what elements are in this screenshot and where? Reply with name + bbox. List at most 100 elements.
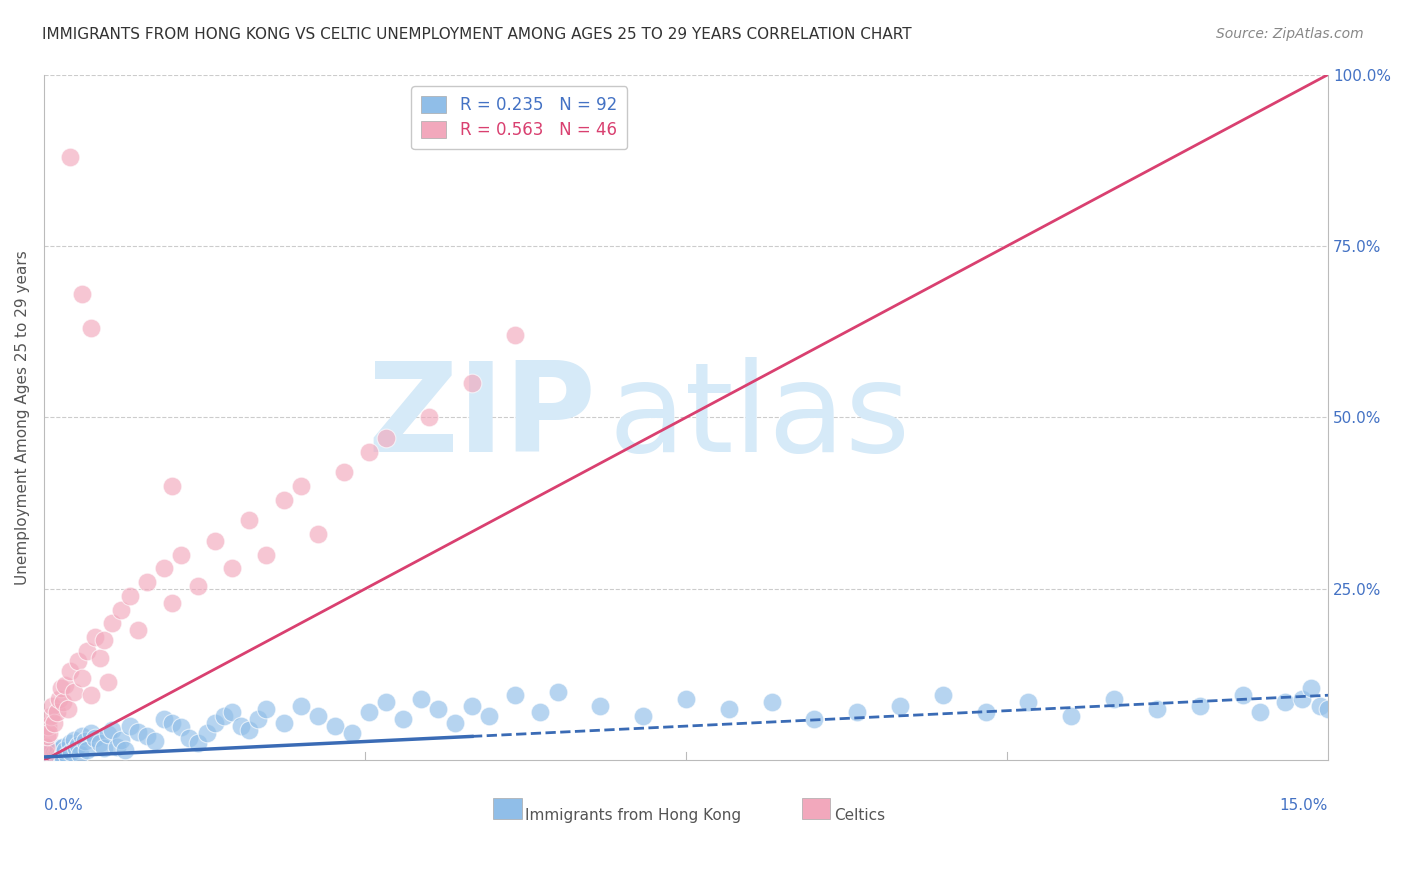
Point xyxy=(84,731,107,746)
Point xyxy=(105,739,128,754)
Point xyxy=(340,726,363,740)
Point xyxy=(221,706,243,720)
Point xyxy=(38,745,60,759)
Point xyxy=(162,596,184,610)
FancyBboxPatch shape xyxy=(801,798,830,819)
Point xyxy=(48,741,70,756)
Point xyxy=(1232,688,1254,702)
Point xyxy=(73,734,96,748)
Point xyxy=(35,739,58,754)
Point xyxy=(589,698,612,713)
Point xyxy=(238,513,260,527)
Point xyxy=(675,691,697,706)
Point xyxy=(187,578,209,592)
Point xyxy=(204,533,226,548)
Point xyxy=(359,444,381,458)
Point xyxy=(97,674,120,689)
Point xyxy=(63,732,86,747)
Point xyxy=(444,715,467,730)
Point xyxy=(461,698,484,713)
Point xyxy=(56,747,79,762)
Point xyxy=(72,671,94,685)
Text: Immigrants from Hong Kong: Immigrants from Hong Kong xyxy=(526,808,741,823)
Point xyxy=(101,616,124,631)
Point xyxy=(49,747,72,761)
Point xyxy=(72,287,94,301)
Point xyxy=(503,328,526,343)
Point xyxy=(1299,681,1322,696)
Point xyxy=(162,479,184,493)
Point xyxy=(89,736,111,750)
Point xyxy=(135,730,157,744)
Point xyxy=(49,681,72,696)
Point xyxy=(1146,702,1168,716)
Point xyxy=(41,698,63,713)
Point xyxy=(118,719,141,733)
Point xyxy=(932,688,955,702)
Text: 15.0%: 15.0% xyxy=(1279,798,1329,814)
Point xyxy=(418,410,440,425)
Point xyxy=(1102,691,1125,706)
Point xyxy=(889,698,911,713)
Point xyxy=(53,678,76,692)
Point xyxy=(58,736,80,750)
Point xyxy=(1309,698,1331,713)
Point xyxy=(375,431,398,445)
Text: IMMIGRANTS FROM HONG KONG VS CELTIC UNEMPLOYMENT AMONG AGES 25 TO 29 YEARS CORRE: IMMIGRANTS FROM HONG KONG VS CELTIC UNEM… xyxy=(42,27,912,42)
Point xyxy=(37,747,59,762)
Point xyxy=(44,746,66,760)
Point xyxy=(67,739,90,753)
Point xyxy=(80,321,103,335)
Point xyxy=(974,706,997,720)
Point xyxy=(375,695,398,709)
Point xyxy=(256,548,278,562)
Point xyxy=(76,643,98,657)
Point xyxy=(52,695,75,709)
Text: Source: ZipAtlas.com: Source: ZipAtlas.com xyxy=(1216,27,1364,41)
Point xyxy=(34,747,56,761)
Point xyxy=(42,747,65,762)
Point xyxy=(143,734,166,748)
Point xyxy=(93,633,115,648)
Point xyxy=(72,730,94,744)
Point xyxy=(110,602,132,616)
Legend: R = 0.235   N = 92, R = 0.563   N = 46: R = 0.235 N = 92, R = 0.563 N = 46 xyxy=(412,87,627,149)
Point xyxy=(114,743,136,757)
Point xyxy=(1188,698,1211,713)
Point xyxy=(93,741,115,756)
Point xyxy=(846,706,869,720)
Point xyxy=(195,726,218,740)
Point xyxy=(37,730,59,744)
Point xyxy=(56,702,79,716)
Point xyxy=(1317,702,1340,716)
Point xyxy=(803,712,825,726)
Point xyxy=(45,744,67,758)
Point xyxy=(1060,708,1083,723)
Point xyxy=(135,575,157,590)
Y-axis label: Unemployment Among Ages 25 to 29 years: Unemployment Among Ages 25 to 29 years xyxy=(15,250,30,585)
Text: Celtics: Celtics xyxy=(834,808,884,823)
Point xyxy=(761,695,783,709)
Point xyxy=(212,708,235,723)
Point xyxy=(48,691,70,706)
Point xyxy=(503,688,526,702)
Point xyxy=(256,702,278,716)
Point xyxy=(187,736,209,750)
Point xyxy=(38,726,60,740)
Point xyxy=(67,654,90,668)
Point xyxy=(89,650,111,665)
Point xyxy=(1249,706,1271,720)
Point xyxy=(359,706,381,720)
Point xyxy=(529,706,551,720)
Point xyxy=(127,623,149,637)
Point xyxy=(37,719,59,733)
Point xyxy=(170,721,193,735)
Point xyxy=(58,665,80,679)
Text: ZIP: ZIP xyxy=(367,357,596,478)
Point xyxy=(332,466,354,480)
Point xyxy=(273,492,295,507)
Point xyxy=(717,702,740,716)
Point xyxy=(461,376,484,391)
Point xyxy=(110,732,132,747)
Point xyxy=(63,685,86,699)
